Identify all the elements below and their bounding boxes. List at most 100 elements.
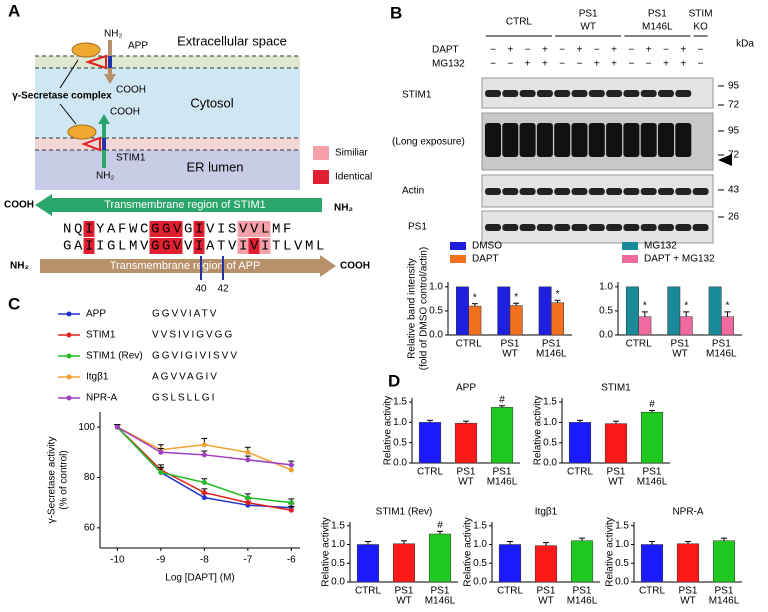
treatment-sign: − [628, 59, 634, 70]
y-tick-label: 0.5 [615, 558, 629, 569]
bar [538, 286, 552, 336]
marker-label: 95 [728, 81, 740, 92]
er-lumen [35, 150, 300, 190]
group-label: CTRL [506, 17, 533, 28]
band [485, 123, 501, 157]
panel-label: B [390, 3, 402, 22]
legend-swatch [313, 170, 329, 184]
legend-swatch [313, 146, 329, 160]
x-tick-label: M146L [706, 349, 737, 360]
bar [497, 286, 511, 336]
y-tick-label: 1.5 [543, 397, 557, 408]
band [536, 123, 553, 157]
y-tick-label: 1.5 [615, 520, 629, 531]
marker-label: 95 [728, 126, 740, 137]
group-label: STIM [689, 9, 713, 20]
band [675, 90, 692, 97]
group-label: PS1 [648, 9, 667, 20]
point [245, 457, 251, 463]
bar [570, 540, 594, 583]
residue-highlight [171, 238, 183, 254]
residue: 40 [195, 284, 207, 295]
blot-label: STIM1 [402, 90, 432, 101]
y-tick-label: 0.0 [599, 330, 613, 341]
tm-segment [108, 56, 112, 68]
x-tick-label: PS1 [431, 586, 450, 597]
er-membrane [35, 138, 300, 150]
significance: * [684, 301, 688, 312]
line [117, 426, 292, 471]
bar [721, 316, 734, 336]
legend-sequence: AGVVAGIV [152, 372, 219, 383]
band [658, 123, 674, 157]
x-tick-label: PS1 [395, 586, 414, 597]
legend-swatch [622, 255, 638, 263]
chart-title: STIM1 (Rev) [376, 507, 433, 518]
label: COOH [340, 261, 370, 272]
x-tick-label: PS1 [537, 586, 556, 597]
bar [454, 422, 478, 464]
treatment-sign: − [698, 45, 704, 56]
bar [679, 316, 693, 336]
x-tick-label: CTRL [626, 339, 653, 350]
panel-label: A [8, 1, 20, 20]
y-tick-label: 100 [78, 422, 95, 433]
x-tick-label: WT [672, 349, 688, 360]
legend-label: Itgβ1 [86, 372, 109, 383]
significance: # [499, 394, 505, 405]
y-tick-label: 1.5 [393, 397, 407, 408]
x-tick-label: PS1 [573, 586, 592, 597]
region-arrow [40, 255, 336, 277]
bar [418, 422, 442, 464]
treatment-sign: − [628, 45, 634, 56]
band [571, 123, 588, 157]
y-tick-label: 1.0 [615, 539, 629, 550]
y-tick-label: 60 [84, 522, 96, 533]
point [201, 442, 207, 448]
residue-highlight [237, 238, 249, 254]
significance: # [437, 520, 443, 531]
residue: 42 [217, 284, 229, 295]
label: STIM1 [116, 153, 146, 164]
y-axis-label: Relative activity [383, 396, 394, 465]
y-axis-label: Relative band intensity [407, 258, 418, 359]
highlights [83, 221, 271, 254]
legend-label: Similiar [335, 148, 368, 159]
arrow-head [98, 114, 110, 124]
treatment-sign: + [507, 45, 513, 56]
x-tick-label: CTRL [417, 467, 444, 478]
legend-label: DMSO [472, 241, 502, 252]
label: NH₂ [334, 203, 353, 214]
x-tick-label: WT [458, 477, 474, 488]
point [288, 467, 294, 473]
x-tick-label: PS1 [493, 467, 512, 478]
y-axis-label: Relative activity [463, 517, 474, 586]
residue-highlight [193, 238, 205, 254]
treatment-sign: − [594, 45, 600, 56]
y-tick-label: 0.5 [473, 558, 487, 569]
label: NH₂ [96, 171, 114, 182]
band [554, 224, 571, 231]
band [502, 123, 519, 157]
point [201, 452, 207, 458]
residue-highlight [149, 238, 161, 254]
x-tick-label: CTRL [497, 586, 524, 597]
x-tick-label: M146L [709, 596, 740, 607]
marker-label: 26 [728, 212, 740, 223]
treatment-sign: + [594, 59, 600, 70]
band [536, 188, 553, 195]
band [571, 90, 588, 97]
treatment-sign: − [663, 45, 669, 56]
residue-highlight [237, 221, 249, 237]
band [623, 90, 640, 97]
band [588, 188, 605, 195]
band [606, 224, 623, 231]
residue-highlight [149, 221, 161, 237]
residue-highlight [160, 238, 172, 254]
treatment-sign: − [490, 59, 496, 70]
x-tick-label: CTRL [355, 586, 382, 597]
point [245, 495, 251, 501]
legend-marker [66, 353, 72, 359]
legend-marker [66, 311, 72, 317]
bar [626, 286, 639, 336]
